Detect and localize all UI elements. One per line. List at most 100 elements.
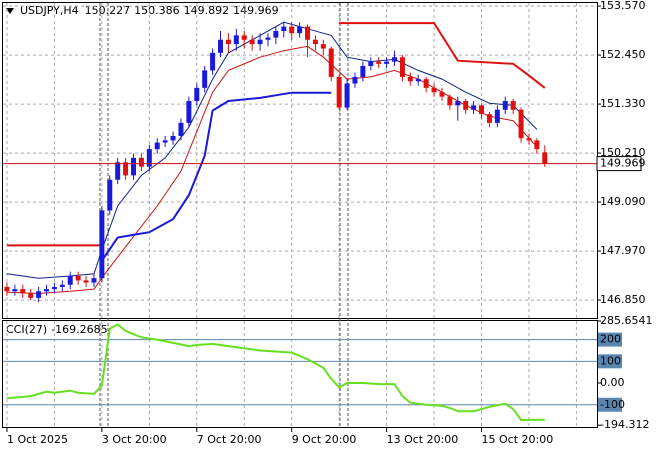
menu-arrow: [6, 8, 14, 14]
candle-body: [352, 76, 358, 84]
candle-body: [241, 35, 247, 40]
candle-body: [59, 284, 65, 287]
symbol: USDJPY,H4: [20, 4, 79, 17]
candle-body: [399, 57, 405, 77]
candle-body: [510, 101, 516, 110]
candle-body: [439, 92, 445, 97]
candle-body: [494, 109, 500, 123]
candle-body: [44, 289, 50, 292]
candle-body: [384, 61, 390, 64]
candle-body: [360, 66, 366, 77]
candle-body: [123, 162, 129, 176]
candle-body: [479, 105, 485, 115]
x-tick-label: 7 Oct 20:00: [197, 433, 262, 446]
y-tick-label: 153.570: [600, 0, 646, 12]
candle-body: [225, 39, 231, 45]
cci-header: CCI(27) -169.2685: [6, 323, 108, 336]
candle-body: [265, 37, 271, 40]
candle-body: [297, 26, 303, 34]
y-tick-label: 147.970: [600, 244, 646, 257]
cci-value: -169.2685: [51, 323, 107, 336]
candle-body: [518, 109, 524, 139]
candle-body: [162, 140, 168, 143]
price-label: 149.969: [600, 157, 646, 170]
indicator-line: [7, 22, 546, 247]
y-tick-label: 151.330: [600, 97, 646, 110]
candle-body: [455, 101, 461, 106]
candle-body: [36, 291, 42, 298]
candle-body: [312, 39, 318, 45]
candle-body: [218, 39, 224, 53]
candle-body: [502, 101, 508, 110]
candle-body: [423, 79, 429, 88]
level-label-bg: [598, 354, 622, 369]
candle-body: [210, 52, 216, 71]
candle-body: [368, 61, 374, 66]
indicator-line: [101, 91, 332, 262]
low: 149.892: [184, 4, 230, 17]
candle-body: [281, 26, 287, 31]
candle-body: [107, 179, 113, 211]
candle-body: [376, 61, 382, 64]
y-tick-label: 100: [600, 354, 621, 367]
candle-body: [202, 70, 208, 88]
candle-body: [233, 35, 239, 45]
candle-body: [4, 286, 10, 292]
candle-body: [178, 122, 184, 136]
candle-body: [186, 101, 192, 123]
y-tick-label: 149.090: [600, 195, 646, 208]
candle-body: [305, 26, 311, 40]
candle-body: [289, 26, 295, 34]
candle-body: [115, 162, 121, 180]
y-tick-label: -194.312: [600, 418, 649, 431]
candle-body: [542, 152, 548, 164]
candle-body: [486, 114, 492, 123]
candle-body: [471, 105, 477, 110]
candle-body: [249, 39, 255, 45]
candle-body: [20, 289, 26, 294]
y-tick-label: 152.450: [600, 48, 646, 61]
price-label-bg: [596, 156, 642, 172]
candle-body: [336, 76, 342, 108]
candle-body: [83, 280, 89, 283]
y-tick-label: 200: [600, 333, 621, 346]
candle-body: [407, 76, 413, 82]
cci-frame: [2, 320, 598, 428]
candle-body: [273, 31, 279, 38]
candle-body: [534, 140, 540, 150]
cci-title: CCI(27): [6, 323, 47, 336]
x-tick-label: 9 Oct 20:00: [292, 433, 357, 446]
open: 150.227: [85, 4, 131, 17]
y-tick-label: -100: [600, 398, 625, 411]
candle-body: [138, 157, 144, 167]
y-tick-label: 150.210: [600, 146, 646, 159]
high: 150.386: [134, 4, 180, 17]
candle-body: [75, 276, 81, 281]
candle-body: [463, 101, 469, 110]
candle-body: [344, 83, 350, 108]
candle-body: [194, 87, 200, 101]
level-label-bg: [598, 397, 622, 412]
close: 149.969: [233, 4, 279, 17]
candle-body: [257, 39, 263, 45]
candle-body: [67, 276, 73, 285]
candle-body: [131, 157, 137, 176]
candle-body: [170, 136, 176, 141]
y-tick-label: 285.6541: [600, 314, 653, 327]
y-tick-label: 146.850: [600, 293, 646, 306]
indicator-line: [6, 323, 545, 422]
candle-body: [51, 286, 57, 290]
candle-body: [320, 44, 326, 49]
x-tick-label: 15 Oct 20:00: [482, 433, 554, 446]
indicator-line: [6, 45, 538, 295]
level-label-bg: [598, 332, 622, 347]
candle-body: [328, 48, 334, 77]
candle-body: [447, 96, 453, 106]
x-tick-label: 3 Oct 20:00: [102, 433, 167, 446]
candle-body: [12, 289, 18, 292]
candle-body: [415, 79, 421, 82]
candle-body: [526, 138, 532, 141]
candle-body: [154, 142, 160, 150]
candle-body: [392, 57, 398, 62]
